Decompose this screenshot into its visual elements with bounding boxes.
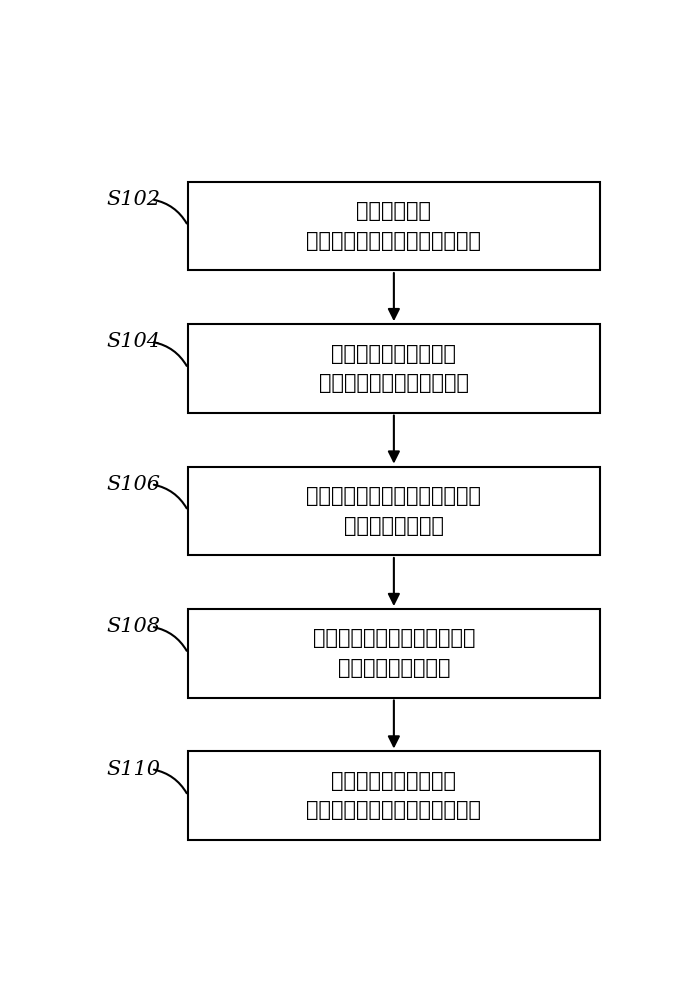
Text: 粘贴至少一遮挡片于一遮罩上，
以遮蔽住非涂布区: 粘贴至少一遮挡片于一遮罩上， 以遮蔽住非涂布区 xyxy=(306,486,481,536)
Text: S106: S106 xyxy=(106,475,160,494)
Bar xyxy=(188,751,600,840)
Text: S102: S102 xyxy=(106,190,160,209)
Bar xyxy=(188,182,600,270)
Bar xyxy=(188,324,600,413)
Text: 分离遮罩与非涂布区，
使得荧光粉末仅涂布于可涂布区: 分离遮罩与非涂布区， 使得荧光粉末仅涂布于可涂布区 xyxy=(306,771,481,820)
Bar xyxy=(188,609,600,698)
Text: S108: S108 xyxy=(106,617,160,636)
Bar xyxy=(188,467,600,555)
Text: S104: S104 xyxy=(106,332,160,351)
Text: 点测发光二极体晶片，
以分类为涂布区与非涂布区: 点测发光二极体晶片， 以分类为涂布区与非涂布区 xyxy=(319,344,469,393)
Text: S110: S110 xyxy=(106,760,160,779)
Text: 利用遮罩对位于非涂布区上，
并开始喷涂荧光粉末: 利用遮罩对位于非涂布区上， 并开始喷涂荧光粉末 xyxy=(313,628,475,678)
Text: 提供一基板，
基板上具有多个发光二极体晶片: 提供一基板， 基板上具有多个发光二极体晶片 xyxy=(306,201,481,251)
